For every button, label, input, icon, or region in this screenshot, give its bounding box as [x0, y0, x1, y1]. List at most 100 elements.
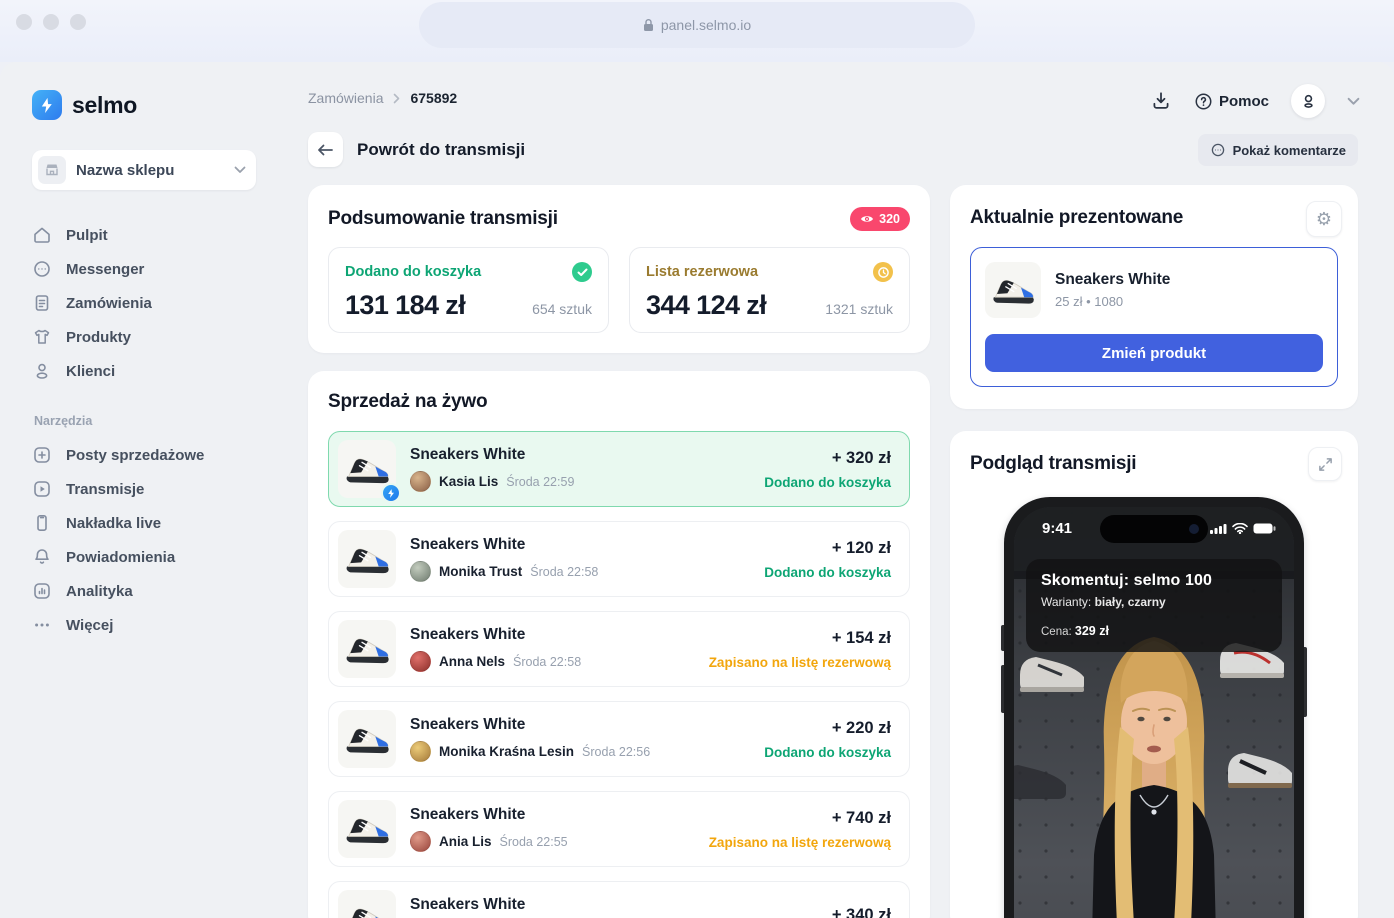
- question-circle-icon: [1195, 93, 1212, 109]
- sale-price: + 340 zł: [831, 906, 891, 918]
- viewers-count: 320: [879, 212, 900, 226]
- stat-quantity: 1321 sztuk: [825, 301, 893, 317]
- sidebar-item-pulpit[interactable]: Pulpit: [32, 218, 257, 252]
- sale-price: + 220 zł: [831, 718, 891, 737]
- chevron-down-icon[interactable]: [1347, 97, 1360, 106]
- tshirt-icon: [34, 329, 50, 344]
- phone-mockup: 9:41: [1001, 497, 1307, 918]
- sidebar-item-posty-sprzedazowe[interactable]: Posty sprzedażowe: [32, 438, 257, 472]
- presented-settings-button[interactable]: ⚙: [1306, 201, 1342, 237]
- show-comments-button[interactable]: Pokaż komentarze: [1197, 134, 1358, 166]
- product-image: [338, 800, 396, 858]
- window-close-button[interactable]: [16, 14, 32, 30]
- plus-square-icon: [34, 447, 50, 463]
- sale-row[interactable]: Sneakers White Ania Lis Środa 22:55 + 74…: [328, 791, 910, 867]
- variants-label: Warianty:: [1041, 595, 1095, 609]
- phone-screen: 9:41: [1014, 507, 1294, 918]
- phone-side-button: [1001, 665, 1004, 713]
- presented-title: Aktualnie prezentowane: [970, 207, 1184, 228]
- sidebar-item-klienci[interactable]: Klienci: [32, 354, 257, 388]
- brand-name: selmo: [72, 91, 137, 118]
- variants-value: biały, czarny: [1094, 595, 1166, 609]
- sidebar-item-label: Produkty: [66, 328, 132, 346]
- analytics-icon: [34, 583, 50, 599]
- sale-status: Dodano do koszyka: [764, 474, 891, 490]
- home-icon: [34, 227, 50, 243]
- clock-icon: [873, 262, 893, 282]
- buyer-name: Anna Nels: [439, 654, 506, 669]
- comment-instruction: Skomentuj: selmo 100: [1041, 572, 1212, 589]
- sale-row[interactable]: Sneakers White Kasia Lis Środa 22:59 + 3…: [328, 431, 910, 507]
- battery-icon: [1253, 523, 1276, 533]
- sidebar-item-analityka[interactable]: Analityka: [32, 574, 257, 608]
- buyer-avatar: [410, 651, 431, 672]
- selmo-bolt-icon: [32, 90, 62, 120]
- sidebar-item-powiadomienia[interactable]: Powiadomienia: [32, 540, 257, 574]
- browser-chrome: panel.selmo.io: [0, 0, 1394, 62]
- breadcrumb: Zamówienia 675892: [308, 90, 457, 106]
- sale-row[interactable]: Sneakers White Monika Trust Środa 22:58 …: [328, 521, 910, 597]
- expand-icon: [1318, 457, 1332, 471]
- product-image: [338, 890, 396, 918]
- sale-price: + 740 zł: [831, 808, 891, 827]
- sidebar-item-messenger[interactable]: Messenger: [32, 252, 257, 286]
- header-actions: Pomoc: [1150, 84, 1360, 118]
- buyer-avatar: [410, 741, 431, 762]
- eye-icon: [861, 216, 874, 222]
- sidebar-item-label: Posty sprzedażowe: [66, 446, 205, 464]
- presented-card: Aktualnie prezentowane ⚙ Sneakers White …: [950, 185, 1358, 409]
- sidebar-item-label: Messenger: [66, 260, 145, 278]
- signal-icon: [1210, 523, 1227, 534]
- product-name: Sneakers White: [410, 446, 526, 463]
- change-product-button[interactable]: Zmień produkt: [985, 334, 1323, 372]
- main-column: Podsumowanie transmisji 320 Dodano do ko…: [308, 185, 930, 918]
- preview-expand-button[interactable]: [1308, 447, 1342, 481]
- store-selector[interactable]: Nazwa sklepu: [32, 150, 256, 190]
- stream-comment-overlay: Skomentuj: selmo 100 Warianty: biały, cz…: [1026, 559, 1282, 652]
- summary-title: Podsumowanie transmisji: [328, 208, 558, 229]
- product-name: Sneakers White: [410, 806, 526, 823]
- sale-row[interactable]: Sneakers White Anna Nels Środa 22:58 + 1…: [328, 611, 910, 687]
- sidebar-item-nakladka-live[interactable]: Nakładka live: [32, 506, 257, 540]
- sidebar-item-label: Analityka: [66, 582, 133, 600]
- sidebar-item-label: Powiadomienia: [66, 548, 176, 566]
- sale-row[interactable]: Sneakers White Monika Kraśna Lesin Środa…: [328, 701, 910, 777]
- sidebar-item-produkty[interactable]: Produkty: [32, 320, 257, 354]
- product-name: Sneakers White: [410, 626, 526, 643]
- address-bar[interactable]: panel.selmo.io: [419, 2, 975, 48]
- sidebar-item-label: Pulpit: [66, 226, 108, 244]
- preview-card: Podgląd transmisji: [950, 431, 1358, 918]
- presented-product-panel: Sneakers White 25 zł • 1080 Zmień produk…: [970, 247, 1338, 387]
- window-minimize-button[interactable]: [43, 14, 59, 30]
- price-value: 329 zł: [1074, 624, 1109, 638]
- arrow-left-icon: [318, 144, 333, 155]
- breadcrumb-parent[interactable]: Zamówienia: [308, 90, 384, 106]
- window-zoom-button[interactable]: [70, 14, 86, 30]
- product-image: [338, 710, 396, 768]
- sale-row[interactable]: Sneakers White + 340 zł: [328, 881, 910, 918]
- buyer-name: Ania Lis: [439, 834, 492, 849]
- buyer-name: Monika Trust: [439, 564, 523, 579]
- breadcrumb-current: 675892: [410, 90, 458, 106]
- sidebar-item-zamowienia[interactable]: Zamówienia: [32, 286, 257, 320]
- sidebar-item-label: Klienci: [66, 362, 116, 380]
- profile-button[interactable]: [1291, 84, 1325, 118]
- help-button[interactable]: Pomoc: [1194, 92, 1269, 111]
- stat-added-to-cart: Dodano do koszyka 131 184 zł 654 sztuk: [328, 247, 609, 333]
- sidebar-item-wiecej[interactable]: Więcej: [32, 608, 257, 642]
- ellipsis-icon: [35, 623, 49, 627]
- sale-status: Zapisano na listę rezerwową: [708, 834, 891, 850]
- buyer-name: Kasia Lis: [439, 474, 499, 489]
- sidebar-item-transmisje[interactable]: Transmisje: [32, 472, 257, 506]
- back-button[interactable]: [308, 132, 343, 167]
- brand-logo[interactable]: selmo: [32, 90, 257, 120]
- product-image: [338, 440, 401, 503]
- download-icon[interactable]: [1150, 90, 1172, 112]
- preview-title: Podgląd transmisji: [970, 453, 1137, 474]
- help-label: Pomoc: [1218, 92, 1269, 110]
- stat-label: Lista rezerwowa: [646, 264, 759, 280]
- phone-icon: [37, 514, 47, 531]
- bell-icon: [35, 549, 49, 564]
- messenger-badge-icon: [381, 483, 401, 503]
- show-comments-label: Pokaż komentarze: [1232, 142, 1346, 158]
